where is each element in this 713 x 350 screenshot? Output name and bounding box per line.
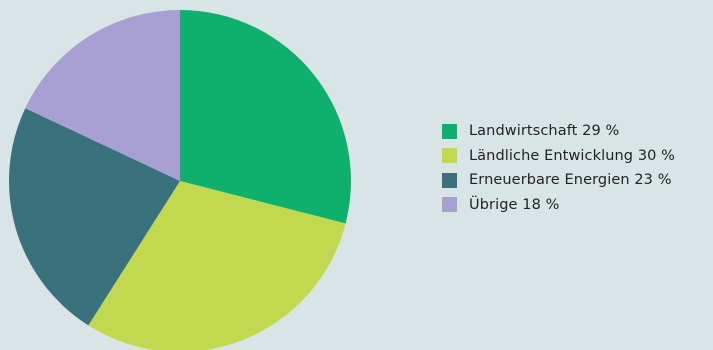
legend: Landwirtschaft 29 % Ländliche Entwicklun… [442,119,675,217]
pie-slice-uebrige [25,10,180,181]
legend-item-laendliche-entwicklung: Ländliche Entwicklung 30 % [442,144,675,169]
pie-slice-laendliche-entwicklung [88,181,346,350]
legend-swatch-uebrige [442,197,457,213]
pie-slice-landwirtschaft [180,10,352,224]
legend-item-erneuerbare-energien: Erneuerbare Energien 23 % [442,168,675,193]
legend-label-erneuerbare-energien: Erneuerbare Energien 23 % [469,172,672,189]
legend-label-laendliche-entwicklung: Ländliche Entwicklung 30 % [469,147,676,164]
legend-item-landwirtschaft: Landwirtschaft 29 % [442,119,675,144]
pie-slice-erneuerbare-energien [8,108,180,326]
legend-label-landwirtschaft: Landwirtschaft 29 % [469,123,620,140]
legend-item-uebrige: Übrige 18 % [442,193,675,218]
legend-swatch-landwirtschaft [442,123,457,139]
legend-swatch-erneuerbare-energien [442,172,457,188]
legend-swatch-laendliche-entwicklung [442,148,457,164]
legend-label-uebrige: Übrige 18 % [469,196,560,213]
